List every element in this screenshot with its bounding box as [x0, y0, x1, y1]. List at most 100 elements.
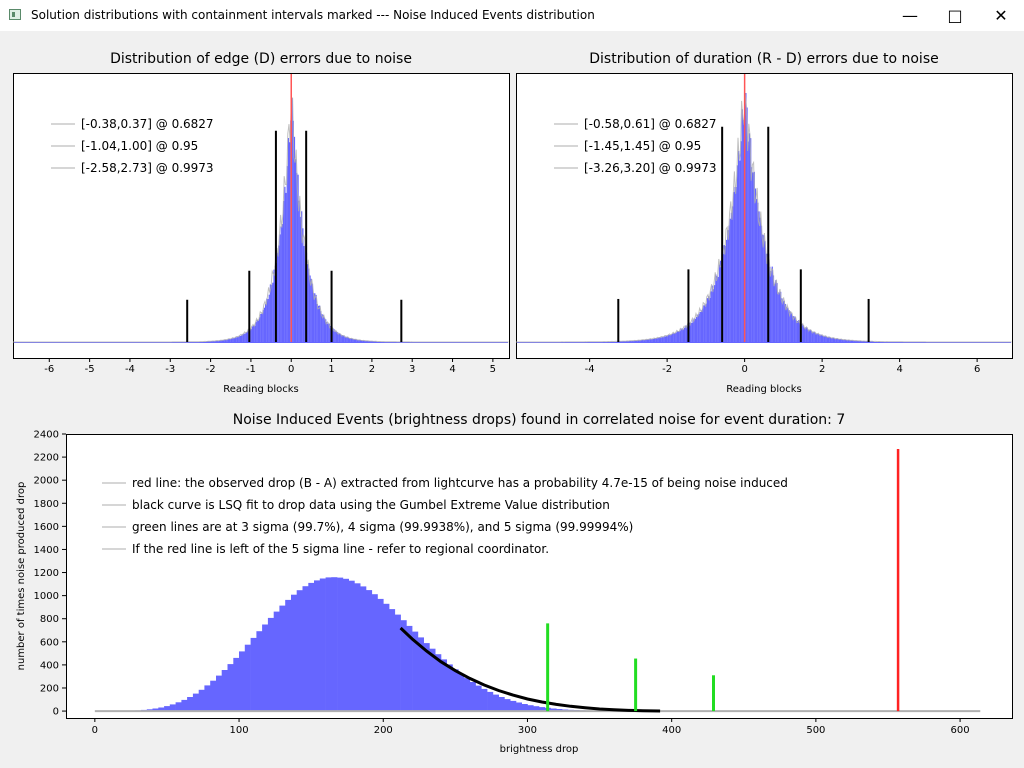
- close-button[interactable]: ✕: [978, 0, 1024, 31]
- maximize-button[interactable]: □: [932, 0, 978, 31]
- chart-1-hist-bar: [271, 284, 273, 342]
- chart-2-hist-bar: [732, 206, 734, 342]
- chart-2-hist-bar: [805, 327, 807, 342]
- chart-3-hist-bar: [504, 699, 511, 712]
- chart-2-hist-bar: [736, 165, 739, 342]
- chart-2-hist-bar: [632, 340, 634, 342]
- chart-3-hist-bar: [550, 708, 557, 711]
- chart-1-hist-bar: [281, 224, 284, 342]
- chart-3-hist-bar: [302, 586, 309, 712]
- chart-2-x-tick-label: -2: [662, 364, 672, 375]
- chart-2-hist-bar: [686, 326, 688, 342]
- chart-3-hist-bar: [458, 673, 465, 712]
- chart-2-hist-bar: [856, 340, 859, 342]
- chart-2-hist-bar: [714, 285, 716, 342]
- chart-2-hist-bar: [637, 340, 639, 342]
- chart-1-hist-bar: [367, 340, 369, 342]
- chart-3-y-tick-label: 1800: [34, 499, 59, 510]
- chart-3-hist-bar: [383, 603, 390, 712]
- chart-2-hist-bar: [716, 276, 718, 342]
- chart-3-hist-bar: [216, 675, 223, 711]
- chart-2-hist-bar: [682, 329, 685, 342]
- chart-3-hist-bar: [533, 706, 540, 711]
- chart-3-hist-bar: [342, 578, 349, 712]
- chart-2-hist-bar: [826, 337, 829, 342]
- chart-1-hist-bar: [297, 174, 299, 342]
- chart-3-hist-bar: [314, 580, 321, 712]
- chart-1-hist-bar: [231, 338, 233, 342]
- chart-2-hist-bar: [663, 336, 665, 342]
- chart-2-hist-bar: [817, 333, 819, 342]
- chart-1-x-tick-label: 3: [409, 364, 415, 375]
- chart-2-hist-bar: [718, 264, 721, 342]
- chart-3-hist-bar: [152, 708, 159, 711]
- chart-2-hist-bar: [705, 303, 707, 342]
- chart-3-x-tick-label: 500: [806, 725, 825, 736]
- chart-1-hist-bar: [355, 339, 357, 342]
- chart-1-hist-bar: [244, 333, 246, 342]
- chart-1-x-tick-label: 4: [449, 364, 455, 375]
- chart-3-hist-bar: [487, 691, 494, 712]
- chart-3-y-tick-label: 1400: [34, 545, 59, 556]
- chart-1-hist-bar: [325, 319, 327, 342]
- chart-3-hist-bar: [210, 680, 217, 712]
- chart-2-hist-bar: [757, 202, 759, 342]
- chart-2-hist-bar: [633, 340, 635, 342]
- chart-1-x-tick-label: -1: [246, 364, 256, 375]
- chart-2-hist-bar: [820, 334, 823, 342]
- chart-2-hist-bar: [764, 241, 766, 342]
- chart-1-hist-bar: [319, 305, 321, 342]
- minimize-icon: —: [902, 6, 918, 25]
- chart-2-hist-bar: [850, 340, 853, 342]
- chart-3-hist-bar: [406, 625, 413, 712]
- chart-2-hist-bar: [849, 340, 851, 342]
- chart-1-hist-bar: [340, 334, 342, 342]
- chart-1-hist-bar: [260, 314, 262, 342]
- chart-3-y-tick-label: 1200: [34, 568, 59, 579]
- chart-2-hist-bar: [712, 289, 715, 342]
- chart-3-y-axis-label: number of times noise produced drop: [16, 482, 27, 671]
- chart-2-hist-bar: [699, 312, 701, 342]
- chart-2-hist-bar: [855, 340, 857, 342]
- chart-1-hist-bar: [232, 338, 234, 342]
- chart-1-x-tick-label: -2: [206, 364, 216, 375]
- chart-1-hist-bar: [259, 317, 261, 342]
- chart-1-hist-bar: [267, 299, 269, 342]
- chart-1-hist-bar: [255, 322, 257, 342]
- chart-1-hist-bar: [296, 172, 298, 342]
- chart-1-hist-bar: [347, 337, 350, 342]
- chart-1-hist-bar: [251, 326, 254, 342]
- chart-2-hist-bar: [788, 310, 790, 342]
- chart-1-hist-bar: [235, 337, 237, 342]
- chart-2-hist-bar: [808, 330, 811, 342]
- chart-2-hist-bar: [802, 325, 805, 342]
- chart-1-hist-bar: [302, 228, 304, 342]
- chart-2-hist-bar: [642, 340, 644, 342]
- chart-2-hist-bar: [690, 322, 692, 342]
- chart-1-hist-bar: [328, 323, 330, 342]
- chart-2-hist-bar: [759, 217, 761, 342]
- chart-2-title: Distribution of duration (R - D) errors …: [589, 51, 938, 67]
- chart-2-hist-bar: [830, 337, 832, 342]
- chart-2-x-tick-label: -4: [585, 364, 595, 375]
- chart-3-hist-bar: [181, 699, 188, 712]
- chart-2-hist-bar: [832, 337, 835, 342]
- chart-2-hist-bar: [652, 338, 655, 342]
- chart-1-hist-bar: [256, 319, 258, 342]
- chart-3-hist-bar: [515, 702, 522, 711]
- chart-1-hist-bar: [365, 340, 368, 342]
- chart-1-hist-bar: [361, 340, 363, 342]
- chart-1-hist-bar: [337, 332, 339, 342]
- chart-3-hist-bar: [492, 694, 499, 712]
- chart-1-hist-bar: [217, 340, 219, 342]
- chart-2-hist-bar: [794, 316, 796, 342]
- chart-3-hist-bar: [412, 631, 419, 711]
- chart-1-hist-bar: [277, 252, 279, 342]
- chart-1-hist-bar: [314, 293, 316, 342]
- chart-2-hist-bar: [649, 339, 651, 342]
- chart-3-fit-curve: [399, 626, 661, 713]
- chart-2-hist-bar: [784, 304, 787, 342]
- chart-3-hist-bar: [296, 590, 303, 712]
- minimize-button[interactable]: —: [887, 0, 933, 31]
- chart-1-hist-bar: [279, 234, 281, 342]
